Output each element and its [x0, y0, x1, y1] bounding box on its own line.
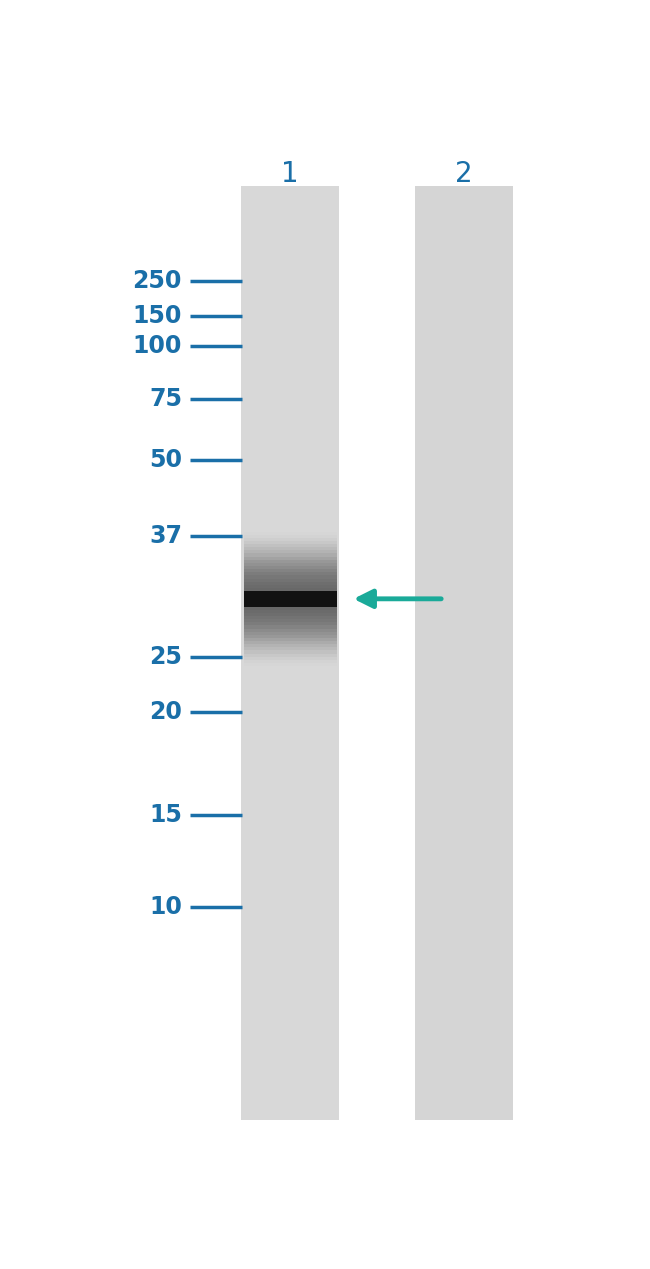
Bar	[244, 560, 337, 638]
Bar	[244, 572, 337, 626]
Bar	[244, 575, 337, 622]
Text: 50: 50	[149, 448, 182, 472]
Text: 37: 37	[149, 524, 182, 548]
Bar	[244, 553, 337, 645]
Bar	[244, 569, 337, 628]
Bar	[244, 591, 337, 607]
Text: 150: 150	[133, 305, 182, 329]
Text: 75: 75	[149, 387, 182, 410]
Bar	[244, 579, 337, 619]
Text: 1: 1	[281, 160, 299, 188]
Bar	[244, 588, 337, 610]
Bar	[244, 551, 337, 647]
Bar	[244, 585, 337, 613]
Text: 2: 2	[455, 160, 473, 188]
Bar	[244, 581, 337, 615]
Bar	[244, 541, 337, 656]
Text: 250: 250	[133, 269, 182, 293]
Text: 20: 20	[149, 700, 182, 725]
Text: 100: 100	[133, 334, 182, 358]
Bar	[244, 591, 337, 607]
Bar	[415, 187, 514, 1119]
Text: 25: 25	[149, 646, 182, 670]
FancyArrowPatch shape	[359, 591, 441, 607]
Bar	[244, 547, 337, 651]
Bar	[244, 566, 337, 632]
Bar	[244, 532, 337, 666]
Bar	[244, 534, 337, 662]
Bar	[244, 563, 337, 634]
Text: 10: 10	[149, 895, 182, 919]
Bar	[244, 538, 337, 660]
Bar	[244, 544, 337, 654]
Text: 15: 15	[149, 803, 182, 827]
Bar	[244, 557, 337, 641]
Bar	[241, 187, 339, 1119]
